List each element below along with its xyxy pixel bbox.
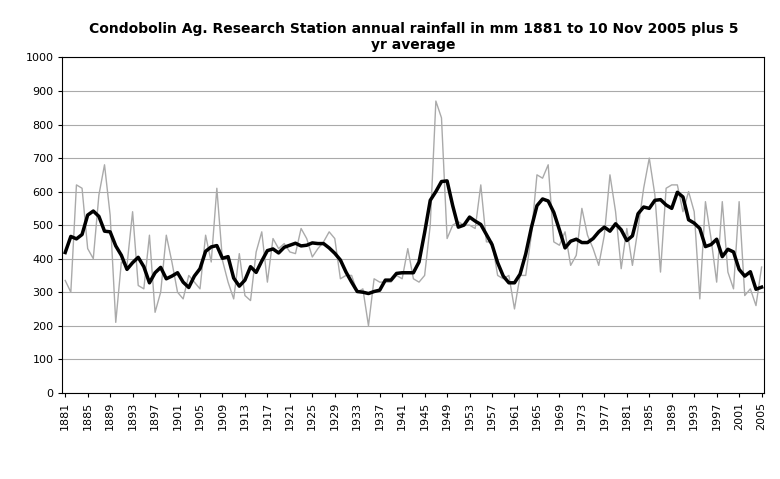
- Title: Condobolin Ag. Research Station annual rainfall in mm 1881 to 10 Nov 2005 plus 5: Condobolin Ag. Research Station annual r…: [89, 22, 738, 52]
